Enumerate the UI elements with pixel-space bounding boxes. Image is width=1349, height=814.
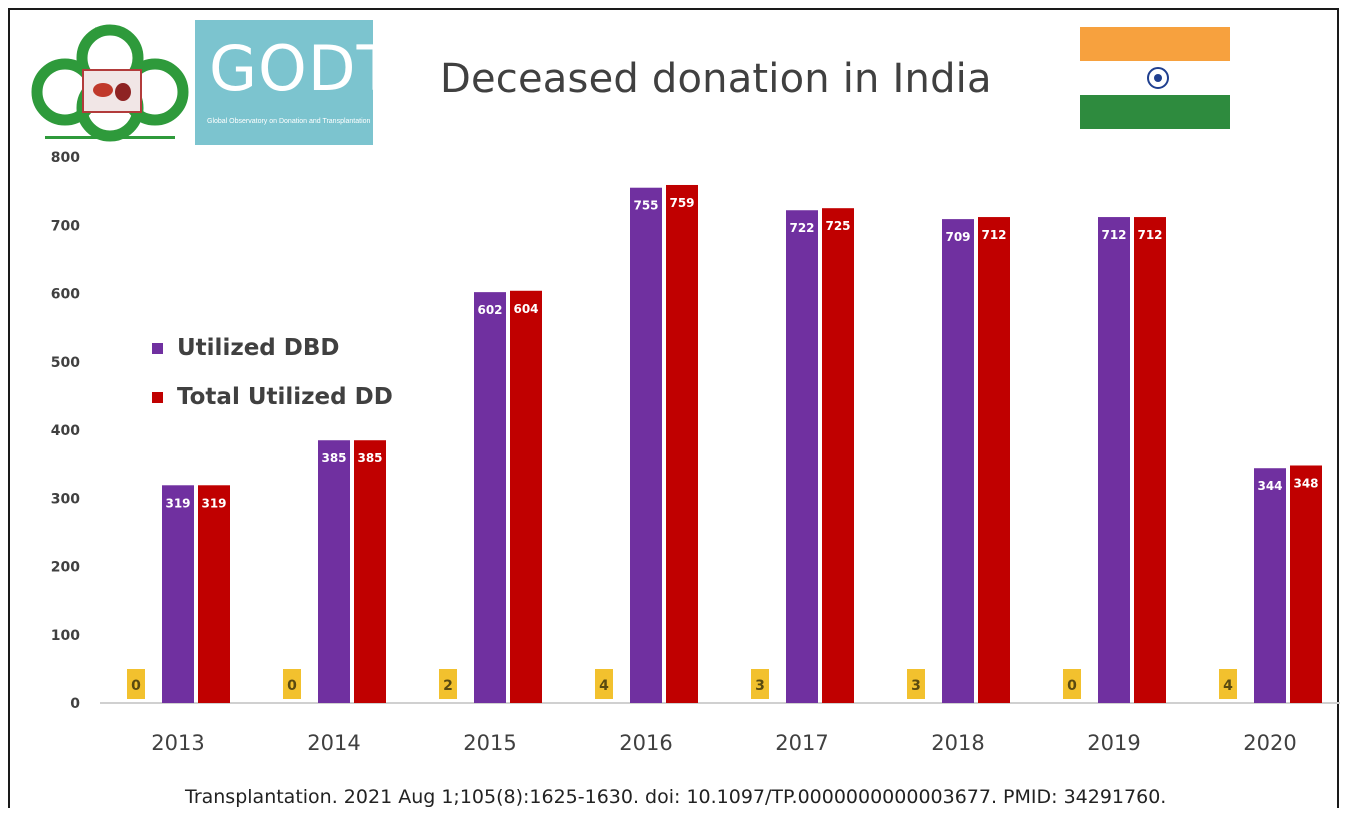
- bar-yellow: [283, 669, 301, 699]
- data-label: 712: [1137, 228, 1162, 242]
- data-label: 348: [1293, 476, 1318, 490]
- data-label: 4: [599, 678, 609, 694]
- bar-total-utilized-dd: [198, 485, 230, 703]
- data-label: 319: [201, 496, 226, 510]
- legend-swatch-utilized-dbd: [152, 342, 163, 354]
- y-tick-label: 700: [51, 218, 80, 234]
- godt-logo: GODT Global Observatory on Donation and …: [195, 20, 394, 145]
- citation-text: Transplantation. 2021 Aug 1;105(8):1625-…: [185, 786, 1167, 808]
- bar-utilized-dbd: [942, 219, 974, 704]
- bar-utilized-dbd: [474, 292, 506, 703]
- data-label: 712: [981, 228, 1006, 242]
- bar-utilized-dbd: [630, 187, 662, 703]
- y-tick-label: 400: [51, 423, 80, 439]
- legend-label-total-utilized-dd: Total Utilized DD: [177, 384, 393, 410]
- data-label: 725: [825, 219, 850, 233]
- x-tick-label: 2019: [1087, 731, 1140, 755]
- data-label: 3: [755, 678, 765, 694]
- data-label: 385: [357, 451, 382, 465]
- y-tick-label: 100: [51, 628, 80, 644]
- bar-total-utilized-dd: [1290, 465, 1322, 703]
- india-flag-icon: [1080, 27, 1230, 129]
- notto-logo: NOTTO: [25, 20, 195, 145]
- x-tick-label: 2018: [931, 731, 984, 755]
- chart-title: Deceased donation in India: [440, 56, 992, 102]
- y-tick-label: 800: [51, 150, 80, 166]
- data-label: 344: [1257, 479, 1282, 493]
- y-tick-label: 500: [51, 355, 80, 371]
- data-label: 0: [287, 678, 297, 694]
- legend-item-utilized-dbd: Utilized DBD: [152, 335, 340, 361]
- data-label: 759: [669, 196, 694, 210]
- data-label: 4: [1223, 678, 1233, 694]
- y-tick-label: 300: [51, 491, 80, 507]
- data-label: 319: [165, 496, 190, 510]
- legend-item-total-utilized-dd: Total Utilized DD: [152, 384, 393, 410]
- x-tick-label: 2014: [307, 731, 360, 755]
- data-label: 712: [1101, 228, 1126, 242]
- x-tick-label: 2017: [775, 731, 828, 755]
- bar-yellow: [595, 669, 613, 699]
- bar-yellow: [1063, 669, 1081, 699]
- data-label: 385: [321, 451, 346, 465]
- data-label: 602: [477, 303, 502, 317]
- bar-total-utilized-dd: [978, 217, 1010, 703]
- bar-total-utilized-dd: [354, 440, 386, 703]
- legend-label-utilized-dbd: Utilized DBD: [177, 335, 340, 361]
- bar-yellow: [1219, 669, 1237, 699]
- bar-yellow: [439, 669, 457, 699]
- bar-utilized-dbd: [1098, 217, 1130, 703]
- bars: 0 319 319 0 385 385 2 602 604 4 755 759 3 722 725 3 709 7…: [127, 184, 1322, 704]
- x-tick-label: 2013: [151, 731, 204, 755]
- bar-utilized-dbd: [1254, 468, 1286, 703]
- data-label: 0: [131, 678, 141, 694]
- y-tick-label: 0: [70, 696, 80, 712]
- data-label: 604: [513, 302, 538, 316]
- notto-logo-text: NOTTO: [94, 27, 126, 37]
- y-axis: 0 100 200 300 400 500 600 700 800: [51, 150, 80, 712]
- x-axis: 2013 2014 2015 2016 2017 2018 2019 2020: [100, 702, 1340, 755]
- bar-total-utilized-dd: [666, 184, 698, 704]
- bar-yellow: [127, 669, 145, 699]
- godt-logo-subtitle: Global Observatory on Donation and Trans…: [207, 118, 371, 125]
- x-tick-label: 2016: [619, 731, 672, 755]
- x-tick-label: 2020: [1243, 731, 1296, 755]
- bar-total-utilized-dd: [1134, 217, 1166, 703]
- bar-total-utilized-dd: [510, 290, 542, 703]
- godt-logo-text: GODT: [209, 32, 396, 105]
- data-label: 3: [911, 678, 921, 694]
- y-tick-label: 200: [51, 560, 80, 576]
- y-tick-label: 600: [51, 287, 80, 303]
- data-label: 755: [633, 199, 658, 213]
- legend-swatch-total-utilized-dd: [152, 391, 163, 403]
- bar-utilized-dbd: [318, 440, 350, 703]
- data-label: 722: [789, 221, 814, 235]
- bar-total-utilized-dd: [822, 208, 854, 703]
- bar-utilized-dbd: [162, 485, 194, 703]
- bar-yellow: [907, 669, 925, 699]
- bar-yellow: [751, 669, 769, 699]
- data-label: 0: [1067, 678, 1077, 694]
- bar-utilized-dbd: [786, 210, 818, 704]
- x-tick-label: 2015: [463, 731, 516, 755]
- data-label: 2: [443, 678, 453, 694]
- data-label: 709: [945, 230, 970, 244]
